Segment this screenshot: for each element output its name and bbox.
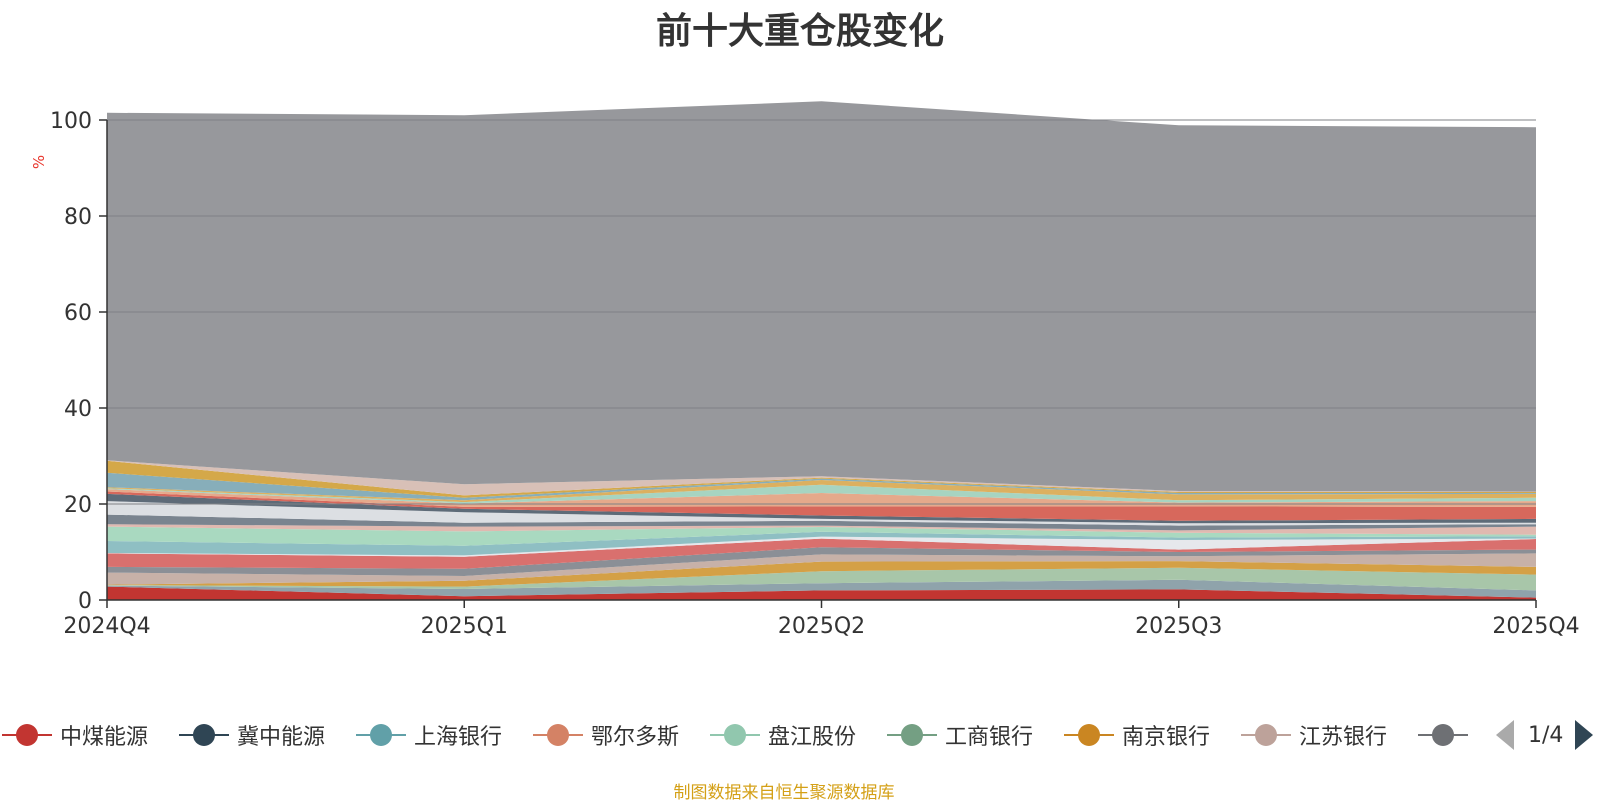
legend-item[interactable]: 上海银行 bbox=[356, 715, 502, 755]
legend-marker-icon bbox=[1241, 720, 1291, 750]
area-series-9 bbox=[107, 526, 1536, 546]
legend-marker-icon bbox=[1064, 720, 1114, 750]
area-series-2 bbox=[107, 567, 1536, 591]
area-series-group bbox=[107, 101, 1536, 600]
legend-label: 盘江股份 bbox=[768, 725, 857, 750]
area-series-1 bbox=[107, 579, 1536, 598]
area-series-8 bbox=[107, 531, 1536, 556]
x-tick-label: 2024Q4 bbox=[63, 614, 150, 639]
chart-title: 前十大重仓股变化 bbox=[655, 11, 944, 52]
legend-marker-icon bbox=[887, 720, 937, 750]
next-page-icon[interactable] bbox=[1575, 720, 1594, 750]
area-series-13 bbox=[107, 493, 1536, 524]
legend-pager: 1/4 bbox=[1496, 715, 1594, 755]
x-tick-label: 2025Q2 bbox=[778, 614, 865, 639]
y-tick-label: 0 bbox=[78, 589, 92, 614]
y-tick-label: 100 bbox=[50, 109, 92, 134]
legend-marker-icon bbox=[179, 720, 229, 750]
legend-label: 上海银行 bbox=[414, 725, 503, 750]
legend-item[interactable]: 盘江股份 bbox=[710, 715, 856, 755]
area-series-14 bbox=[107, 491, 1536, 521]
legend-item[interactable]: 冀中能源 bbox=[179, 715, 325, 755]
area-series-16 bbox=[107, 484, 1536, 504]
area-series-12 bbox=[107, 501, 1536, 526]
legend-item[interactable]: 江苏银行 bbox=[1241, 715, 1387, 755]
area-series-10 bbox=[107, 524, 1536, 535]
area-series-20 bbox=[107, 460, 1536, 496]
legend: 中煤能源 冀中能源 上海银行 鄂尔多斯 盘江股份 工商银行 南京银行 江苏银行 bbox=[0, 715, 1480, 755]
y-tick-label: 60 bbox=[64, 301, 92, 326]
legend-marker-icon bbox=[356, 720, 406, 750]
legend-item[interactable]: 工商银行 bbox=[887, 715, 1033, 755]
legend-label: 工商银行 bbox=[945, 725, 1034, 750]
page-indicator: 1/4 bbox=[1528, 722, 1564, 748]
area-series-18 bbox=[107, 472, 1536, 501]
source-note: 制图数据来自恒生聚源数据库 bbox=[673, 783, 895, 803]
x-tick-label: 2025Q1 bbox=[421, 614, 508, 639]
legend-item[interactable]: 中煤能源 bbox=[2, 715, 148, 755]
area-series-4 bbox=[107, 553, 1536, 585]
area-series-6 bbox=[107, 538, 1536, 569]
axes-group: 0 20 40 60 80 100 2024Q4 2025Q1 2025Q2 2025Q3 2025… bbox=[50, 109, 1580, 639]
y-tick-label: 40 bbox=[64, 397, 92, 422]
legend-marker-icon bbox=[2, 720, 52, 750]
area-series-7 bbox=[107, 536, 1536, 557]
area-series-3 bbox=[107, 561, 1536, 587]
legend-item[interactable]: 南京银行 bbox=[1064, 715, 1210, 755]
legend-marker-icon bbox=[710, 720, 760, 750]
legend-marker-icon bbox=[1418, 720, 1468, 750]
y-axis-label: % bbox=[30, 155, 48, 169]
legend-marker-icon bbox=[533, 720, 583, 750]
area-series-21 bbox=[107, 101, 1536, 492]
legend-label: 冀中能源 bbox=[237, 725, 326, 750]
legend-label: 鄂尔多斯 bbox=[591, 725, 680, 750]
y-tick-label: 80 bbox=[64, 205, 92, 230]
legend-label: 南京银行 bbox=[1122, 725, 1211, 750]
area-series-17 bbox=[107, 480, 1536, 503]
area-series-5 bbox=[107, 547, 1536, 576]
legend-label: 江苏银行 bbox=[1299, 725, 1388, 750]
legend-label: 中煤能源 bbox=[60, 725, 149, 750]
area-series-11 bbox=[107, 514, 1536, 531]
area-series-0 bbox=[107, 586, 1536, 600]
y-tick-label: 20 bbox=[64, 493, 92, 518]
area-series-15 bbox=[107, 489, 1536, 507]
x-tick-label: 2025Q4 bbox=[1492, 614, 1579, 639]
stacked-area-chart: 0 20 40 60 80 100 2024Q4 2025Q1 2025Q2 2025Q3 2025… bbox=[30, 101, 1580, 639]
x-tick-label: 2025Q3 bbox=[1135, 614, 1222, 639]
legend-item[interactable]: 鄂尔多斯 bbox=[533, 715, 679, 755]
grid-lines bbox=[107, 119, 1536, 505]
legend-item[interactable] bbox=[1418, 715, 1476, 755]
prev-page-icon[interactable] bbox=[1496, 720, 1514, 750]
